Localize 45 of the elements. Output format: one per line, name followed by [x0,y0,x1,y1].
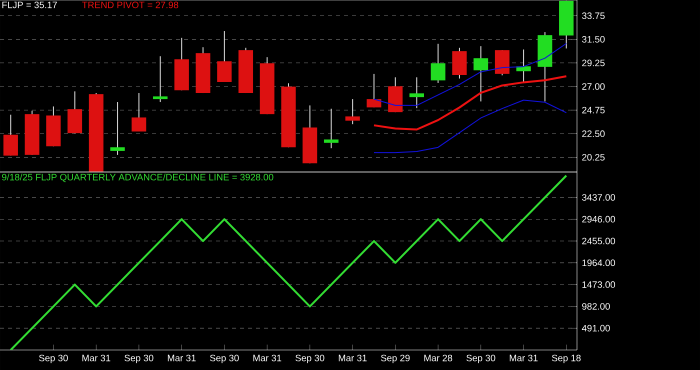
x-tick-label: Sep 30 [124,354,154,364]
x-tick-label: Sep 30 [296,354,324,364]
y-tick-label: 29.25 [582,60,605,66]
x-tick-label: Mar 31 [82,354,110,362]
x-tick-label: Mar 31 [168,354,196,362]
y-tick-label: 22.50 [582,130,605,138]
y-tick-label: 27.00 [582,83,605,90]
candlestick [430,43,446,84]
x-tick-label: Mar 28 [424,354,452,362]
candlestick [3,114,18,156]
y-tick-label: 982.00 [582,303,610,310]
x-tick-label: Mar 31 [510,354,538,362]
candlestick [132,92,146,132]
text: TREND PIVOT = 27.98 [82,2,178,8]
line-series [372,75,568,131]
x-tick-label: Mar 31 [338,354,367,362]
line-series [373,100,567,154]
x-tick-label: Sep 30 [466,354,496,364]
text: 9/18/25 FLJP QUARTERLY ADVANCE/DECLINE LINE = 3928.00 [2,174,274,182]
y-tick-label: 20.25 [582,154,605,161]
candlestick [110,102,125,156]
chart-title: FLJP = 35.17 [2,2,57,8]
y-tick-label: 2455.00 [582,238,616,244]
y-tick-label: 24.75 [582,106,605,114]
y-tick-label: 1964.00 [582,260,616,266]
x-tick-label: Sep 29 [380,354,410,364]
candlestick [153,56,168,103]
candlestick [409,76,424,109]
candlestick [345,98,360,125]
candlestick [217,30,232,83]
candlestick [452,47,467,80]
y-tick-label: 3437.00 [582,194,616,201]
y-tick-label: 33.75 [582,12,605,20]
candlestick [494,50,510,76]
x-tick-label: Sep 18 [552,354,581,364]
y-tick-label: 1473.00 [582,281,616,288]
candlestick [366,73,382,108]
y-tick-label: 31.50 [582,36,605,43]
y-tick-label: 491.00 [582,324,610,332]
y-tick-label: 2946.00 [582,216,616,223]
candlestick [474,46,488,102]
candlestick [324,108,339,149]
x-tick-label: Sep 30 [210,354,239,364]
x-tick-label: Sep 30 [39,354,68,364]
x-tick-label: Mar 31 [253,354,282,362]
